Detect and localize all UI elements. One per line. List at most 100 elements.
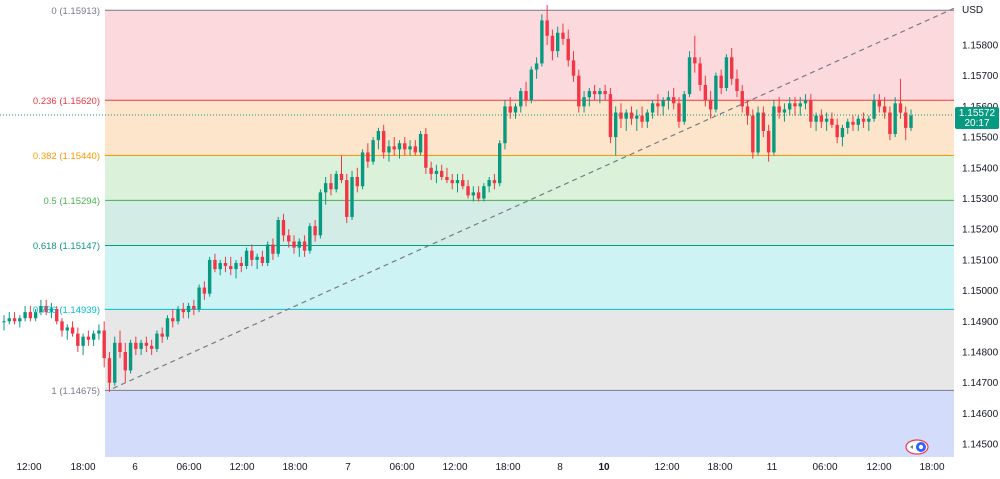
candle	[144, 336, 149, 352]
candle	[856, 115, 860, 131]
candle	[666, 91, 671, 110]
candle-body	[381, 130, 386, 153]
candle-body	[846, 121, 850, 128]
fib-zone-2	[105, 155, 954, 201]
candle-body	[376, 130, 381, 141]
price-tick-label: 1.15400	[962, 163, 999, 174]
candle-body	[519, 91, 523, 107]
candle	[756, 106, 760, 156]
candle-body	[566, 38, 570, 61]
candle	[471, 186, 476, 202]
candle	[513, 103, 518, 119]
candle-body	[719, 75, 723, 88]
candle	[97, 324, 101, 340]
candle-body	[81, 336, 85, 346]
candle	[503, 100, 507, 150]
candle-body	[413, 146, 418, 153]
candle	[339, 155, 344, 184]
candle-body	[603, 91, 607, 95]
candle-body	[366, 152, 370, 162]
candle	[229, 256, 233, 276]
candle	[234, 259, 238, 279]
last-price-bg	[955, 106, 999, 129]
candle-body	[350, 177, 354, 217]
candle-body	[308, 226, 312, 251]
candle	[424, 127, 428, 174]
candle	[592, 84, 597, 101]
candle	[397, 140, 402, 159]
candle-body	[218, 262, 222, 270]
candle	[882, 97, 887, 119]
candle	[2, 315, 6, 331]
candle	[803, 94, 808, 110]
candle	[482, 183, 486, 202]
candle-body	[682, 94, 686, 122]
candle-body	[613, 112, 618, 138]
candle-body	[33, 312, 38, 319]
candle-body	[91, 333, 96, 340]
candle	[329, 173, 333, 196]
currency-label[interactable]: USD	[962, 5, 983, 16]
candle	[624, 109, 628, 131]
candle	[434, 164, 439, 184]
price-tick-label: 1.15500	[962, 133, 999, 144]
candle-body	[160, 333, 164, 337]
candle	[487, 177, 491, 193]
candle-body	[898, 103, 903, 113]
time-tick-label: 11	[767, 462, 778, 473]
candle-body	[403, 143, 407, 150]
candle	[171, 309, 175, 328]
candle	[867, 115, 871, 131]
candle-body	[450, 180, 454, 184]
candle-body	[830, 118, 834, 125]
candle-body	[703, 84, 708, 101]
candle-body	[323, 183, 328, 193]
candle	[888, 106, 892, 141]
candle	[608, 87, 613, 144]
price-scale-bg[interactable]	[954, 0, 1000, 474]
candle	[677, 97, 681, 128]
candle-body	[86, 336, 91, 340]
candle-body	[835, 124, 839, 138]
candle-body	[708, 100, 713, 110]
candle-body	[577, 75, 581, 107]
candle	[909, 109, 913, 131]
candle	[819, 109, 824, 128]
candle	[582, 91, 586, 113]
scroll-to-realtime-icon[interactable]	[905, 439, 929, 455]
candle-body	[619, 112, 623, 119]
candle-body	[213, 259, 217, 270]
candle-body	[666, 97, 671, 101]
candle	[302, 235, 307, 257]
candle	[740, 84, 744, 113]
candle-body	[113, 342, 117, 383]
candle	[497, 140, 502, 187]
candle	[197, 284, 201, 313]
candle	[840, 124, 845, 147]
candle	[571, 51, 576, 82]
fib-trendline[interactable]	[112, 7, 955, 389]
candle	[534, 57, 539, 79]
candle-body	[756, 112, 760, 153]
candle-body	[798, 103, 802, 107]
candle-body	[334, 173, 338, 190]
time-scale-bg[interactable]	[0, 457, 1000, 474]
candle	[629, 106, 634, 125]
candle-body	[777, 106, 781, 113]
price-tick-label: 1.15300	[962, 194, 999, 205]
candle	[76, 327, 80, 352]
candle	[782, 103, 787, 122]
candle-body	[408, 146, 412, 150]
candle-body	[819, 115, 824, 122]
time-tick-label: 18:00	[707, 462, 732, 473]
candle-body	[360, 152, 365, 187]
candle	[118, 330, 122, 359]
candle	[318, 189, 323, 239]
candle	[793, 97, 797, 116]
fib-label-5: 0.786 (1.14939)	[33, 305, 100, 316]
candle-body	[851, 121, 855, 125]
candle-body	[2, 321, 6, 323]
candle	[160, 327, 164, 343]
candle	[218, 259, 222, 276]
